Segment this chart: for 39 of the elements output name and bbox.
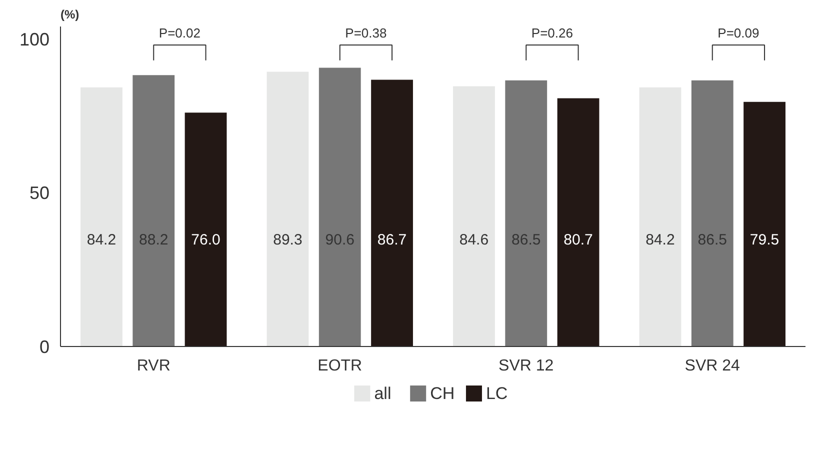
- bar: [639, 87, 682, 346]
- data-label: 86.5: [512, 231, 541, 248]
- data-label: 86.5: [698, 231, 727, 248]
- data-label: 79.5: [750, 231, 780, 248]
- y-axis-title: (%): [60, 8, 80, 22]
- bar: [453, 86, 495, 346]
- y-tick-label: 50: [29, 183, 50, 204]
- bar: [266, 72, 309, 346]
- annotation: P=0.26: [531, 25, 573, 40]
- bar: [557, 98, 600, 346]
- data-label: 89.3: [273, 231, 302, 248]
- y-tick-label: 100: [19, 29, 50, 50]
- x-tick-label: EOTR: [318, 358, 362, 374]
- data-label: 88.2: [139, 231, 168, 248]
- data-label: 84.2: [646, 231, 675, 248]
- legend-label: CH: [430, 384, 455, 403]
- y-tick-label: 0: [39, 337, 50, 357]
- data-label: 80.7: [564, 231, 593, 248]
- bar: [691, 80, 734, 346]
- x-tick-label: RVR: [136, 358, 170, 374]
- data-label: 84.2: [86, 231, 116, 248]
- x-tick-label: SVR 12: [498, 358, 554, 374]
- bar: [505, 80, 548, 346]
- bar: [132, 75, 175, 346]
- annotation: P=0.09: [718, 25, 760, 40]
- bar: [184, 112, 227, 346]
- annotation: P=0.38: [345, 25, 387, 40]
- data-label: 90.6: [325, 231, 354, 248]
- bar: [318, 68, 361, 346]
- legend-label: LC: [486, 384, 508, 403]
- annotation: P=0.02: [158, 25, 200, 40]
- bar: [80, 87, 122, 346]
- bar: [371, 80, 413, 346]
- x-tick-label: SVR 24: [684, 358, 740, 374]
- data-label: 76.0: [191, 231, 220, 248]
- data-label: 86.7: [377, 231, 407, 248]
- data-label: 84.6: [459, 231, 489, 248]
- legend-label: all: [374, 384, 392, 403]
- bar: [744, 102, 786, 346]
